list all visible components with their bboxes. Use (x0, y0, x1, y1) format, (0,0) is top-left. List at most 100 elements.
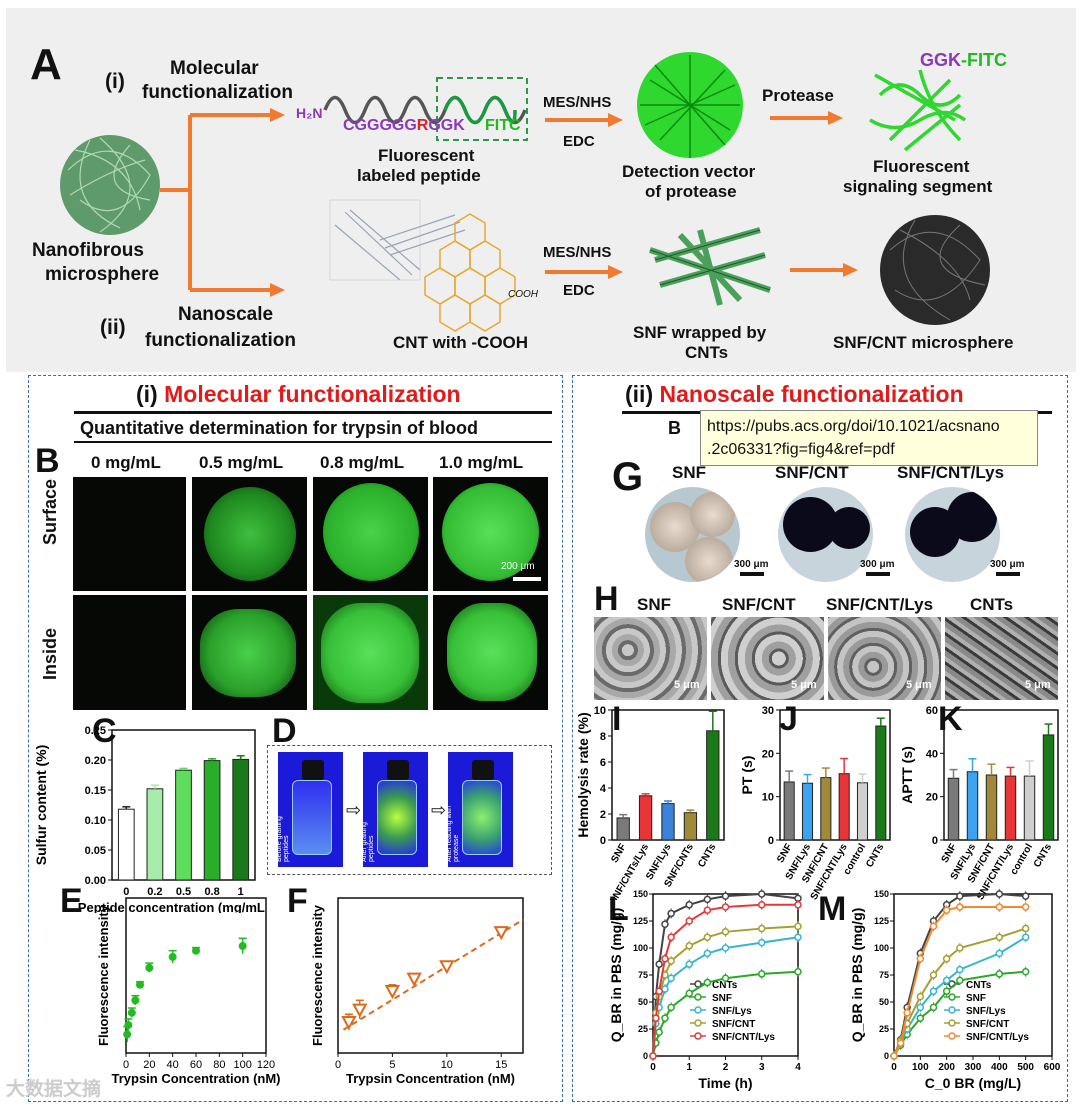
y-tick-label: 0 (932, 835, 938, 847)
data-point (794, 968, 802, 976)
row-surface: Surface (40, 478, 60, 545)
bar-CNTs (706, 730, 720, 841)
seq-part-2: GGK (428, 117, 465, 134)
label-ggk-fitc: GGK-FITC (920, 50, 1007, 71)
x-tick-label: 15 (495, 1059, 507, 1071)
data-point (995, 970, 1004, 978)
vial-protease: After reacting with protease (446, 752, 513, 867)
g-image-snf-cnt (778, 487, 873, 582)
g-label-snf: SNF (672, 463, 706, 482)
label-edc-1: EDC (563, 133, 595, 150)
label-protease: Protease (762, 86, 834, 105)
y-tick-label: 0.10 (85, 815, 106, 827)
label-edc-2: EDC (563, 282, 595, 299)
data-point (794, 922, 802, 931)
data-point (661, 1014, 669, 1022)
data-point (703, 949, 712, 958)
x-tick-label: 500 (1017, 1062, 1034, 1073)
bar-SNF/Lys (661, 803, 675, 841)
b-surface-2 (313, 477, 428, 591)
y-axis-label: Q_BR in PBS (mg/g) (849, 908, 865, 1043)
chart-k-aptt: 0204060SNFSNF/LysSNF/CNTSNF/CNT/Lyscontr… (899, 705, 1059, 900)
x-tick-label: 0.8 (204, 886, 219, 898)
x-tick-label: 60 (190, 1059, 202, 1071)
label-functionalization-1: functionalization (142, 82, 293, 103)
x-tick-label: 0 (335, 1059, 341, 1071)
legend-label: SNF (966, 993, 986, 1004)
y-tick-label: 6 (600, 757, 606, 769)
panel-letter-g: G (612, 455, 644, 499)
data-point (1021, 903, 1030, 911)
x-tick-label: CNTs (696, 842, 718, 870)
y-tick-label: 60 (926, 705, 938, 717)
y-tick-label: 10 (594, 705, 606, 717)
label-mes-nhs-1: MES/NHS (543, 94, 612, 111)
y-tick-label: 0 (643, 1051, 648, 1061)
fitc-dashed-box (436, 77, 528, 141)
panel-letter-f: F (287, 882, 308, 920)
label-molecular: Molecular (170, 58, 259, 79)
data-point (929, 971, 938, 979)
data-point (667, 933, 675, 941)
bar-control (856, 782, 869, 841)
y-tick-label: 150 (633, 889, 648, 899)
data-point (956, 944, 964, 952)
chart-e-fluorescence: 0 20 40 60 80 100 120 Fluorescence intensity Try… (96, 897, 281, 1086)
x-tick-label: 0 (123, 1059, 129, 1071)
conc-2: 0.8 mg/mL (320, 453, 405, 472)
ggk-text: GGK (920, 50, 962, 70)
data-point (794, 933, 802, 941)
y-tick-label: 30 (762, 705, 774, 717)
data-point (145, 963, 154, 972)
data-point (758, 890, 766, 898)
legend-label: CNTs (712, 980, 738, 991)
label-h2n: H₂N (296, 105, 323, 121)
panel-letter-h: H (594, 580, 619, 618)
legend-label: SNF/Lys (966, 1006, 1006, 1017)
y-tick-label: 25 (879, 1024, 889, 1034)
data-point (685, 960, 693, 968)
label-cooh: COOH (508, 289, 538, 300)
legend-label: SNF/CNT (712, 1019, 755, 1030)
plot-frame (125, 897, 267, 1054)
bar-control (1023, 775, 1036, 841)
bar-SNF/CNT/Lys (838, 773, 850, 841)
label-detection-vector: Detection vector (622, 162, 756, 181)
x-tick-label: 300 (965, 1062, 982, 1073)
b-inside-2 (313, 595, 428, 710)
label-fluorescent: Fluorescent (378, 146, 475, 165)
label-fitc: FITC (485, 117, 521, 134)
graphene-hexagon-icon (424, 213, 516, 332)
x-tick-label: 100 (233, 1059, 251, 1071)
y-tick-label: 0.05 (85, 845, 106, 857)
conc-0: 0 mg/mL (91, 453, 161, 472)
subtitle-cut: B (668, 418, 681, 438)
data-point (703, 933, 712, 941)
h-scale-1: 5 μm (674, 679, 700, 691)
bar-0 (117, 808, 135, 881)
label-signaling-segment: signaling segment (843, 177, 993, 196)
data-point (192, 946, 200, 955)
x-tick-label: 100 (912, 1062, 929, 1073)
g-scale-1: 300 μm (734, 559, 769, 570)
bar-CNTs (875, 725, 887, 841)
y-tick-label: 0 (600, 835, 606, 847)
arrow-right-icon (270, 108, 285, 122)
g-image-snf (645, 487, 740, 582)
data-point (493, 926, 509, 941)
g-scale-3: 300 μm (990, 559, 1025, 570)
data-point (1021, 933, 1030, 941)
data-point (123, 1030, 132, 1039)
data-point (661, 920, 669, 928)
h-label-snf: SNF (637, 595, 671, 614)
legend-marker (948, 1019, 956, 1027)
data-point (758, 924, 766, 933)
panel-a-artwork (60, 52, 990, 332)
h-scale-2: 5 μm (791, 679, 817, 691)
bar-SNF/CNT (985, 774, 998, 841)
bar-SNF (783, 781, 795, 841)
x-axis-label: C_0 BR (mg/L) (925, 1075, 1021, 1091)
y-tick-label: 100 (633, 943, 648, 953)
x-tick-label: 1 (686, 1062, 692, 1073)
